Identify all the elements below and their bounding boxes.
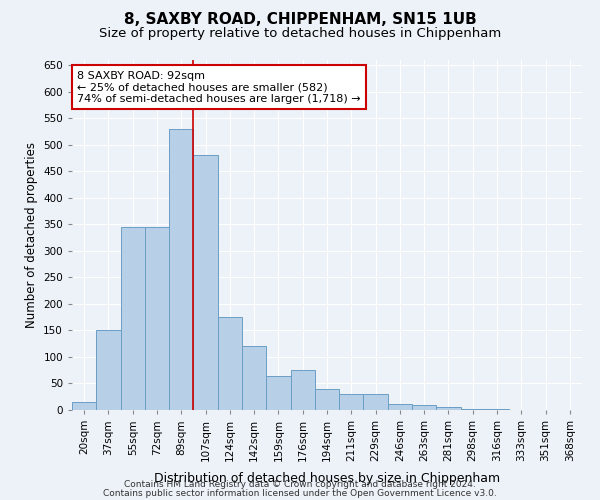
Bar (96, 330, 121, 410)
Bar (388, 404, 412, 410)
Bar (461, 409, 485, 410)
Bar (169, 129, 193, 410)
Bar (436, 408, 461, 410)
X-axis label: Distribution of detached houses by size in Chippenham: Distribution of detached houses by size … (154, 472, 500, 486)
Bar (121, 227, 145, 410)
Bar (145, 227, 169, 410)
Text: Contains public sector information licensed under the Open Government Licence v3: Contains public sector information licen… (103, 489, 497, 498)
Bar (242, 346, 266, 410)
Text: Contains HM Land Registry data © Crown copyright and database right 2024.: Contains HM Land Registry data © Crown c… (124, 480, 476, 489)
Bar (193, 156, 218, 410)
Bar (72, 402, 96, 410)
Bar (218, 317, 242, 410)
Bar (412, 404, 436, 410)
Bar (266, 376, 290, 410)
Text: 8, SAXBY ROAD, CHIPPENHAM, SN15 1UB: 8, SAXBY ROAD, CHIPPENHAM, SN15 1UB (124, 12, 476, 28)
Y-axis label: Number of detached properties: Number of detached properties (25, 142, 38, 328)
Bar (290, 370, 315, 410)
Bar (364, 394, 388, 410)
Bar (315, 389, 339, 410)
Text: 8 SAXBY ROAD: 92sqm
← 25% of detached houses are smaller (582)
74% of semi-detac: 8 SAXBY ROAD: 92sqm ← 25% of detached ho… (77, 70, 361, 104)
Bar (339, 394, 364, 410)
Text: Size of property relative to detached houses in Chippenham: Size of property relative to detached ho… (99, 28, 501, 40)
